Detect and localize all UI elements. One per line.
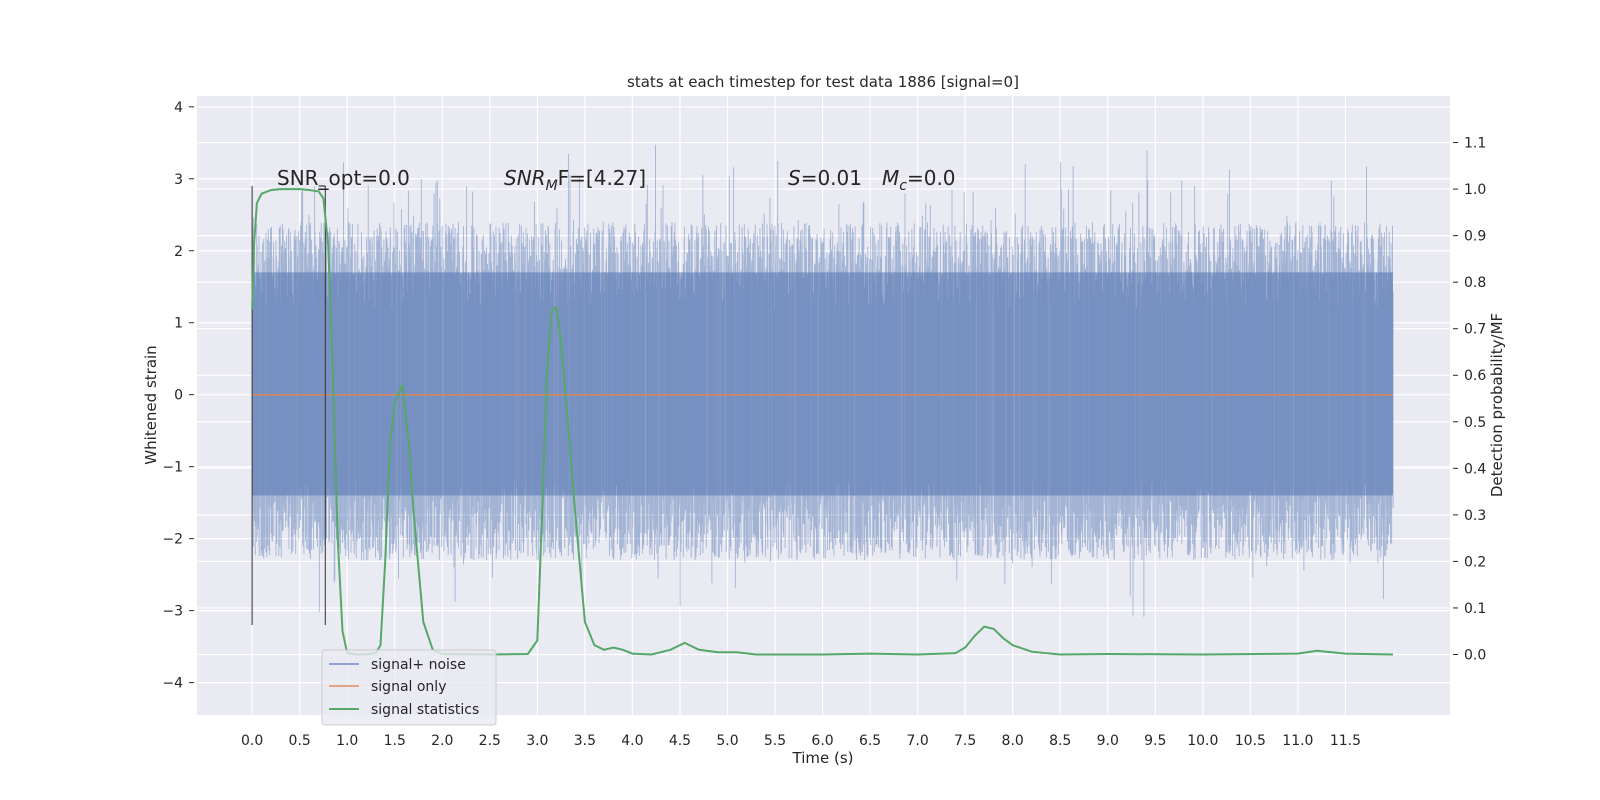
y-axis-label: Whitened strain: [142, 345, 160, 464]
signal-noise-series: [252, 144, 1394, 617]
x-tick-labels: 0.0 0.5 1.0 1.5 2.0 2.5 3.0 3.5 4.0 4.5 5.0 5.5 6.0 6…: [241, 733, 1361, 749]
x-tick-label: 2.5: [479, 733, 501, 749]
x-tick-label: 8.0: [1002, 733, 1024, 749]
x-tick-label: 6.5: [859, 733, 881, 749]
x-tick-label: 5.5: [764, 733, 786, 749]
x-tick-label: 11.0: [1282, 733, 1313, 749]
annotation-s: S=0.01: [788, 166, 862, 190]
legend-label-signal-noise: signal+ noise: [371, 657, 466, 673]
y-tick-label: 0: [174, 388, 183, 404]
x-tick-label: 4.0: [621, 733, 643, 749]
y-tick-label: 4: [174, 100, 183, 116]
legend-label-signal-statistics: signal statistics: [371, 702, 479, 718]
series-lines: [251, 185, 1394, 656]
x-tick-label: 4.5: [669, 733, 691, 749]
x-tick-label: 1.0: [336, 733, 358, 749]
y2-tick-label: 0.0: [1464, 647, 1486, 663]
x-tick-label: 7.5: [954, 733, 976, 749]
x-tick-label: 8.5: [1049, 733, 1071, 749]
x-tick-label: 0.0: [241, 733, 263, 749]
x-tick-label: 2.0: [431, 733, 453, 749]
x-tick-label: 9.0: [1097, 733, 1119, 749]
x-tick-label: 3.5: [574, 733, 596, 749]
y2-tick-label: 0.2: [1464, 554, 1486, 570]
y-tick-label: 3: [174, 172, 183, 188]
annotations: SNR_opt=0.0 SNRMF=[4.27] S=0.01 Mc=0.0: [277, 166, 956, 194]
noise-core-band: [252, 272, 1393, 496]
y2-tick-label: 0.1: [1464, 601, 1486, 617]
y2-axis-label: Detection probability/MF: [1488, 313, 1506, 497]
x-tick-label: 1.5: [384, 733, 406, 749]
x-tick-label: 6.0: [811, 733, 833, 749]
x-axis-label: Time (s): [792, 749, 854, 767]
noise-trace: [252, 144, 1394, 617]
annotation-snr-opt: SNR_opt=0.0: [277, 166, 410, 190]
x-tick-label: 7.0: [906, 733, 928, 749]
y2-tick-label: 0.4: [1464, 461, 1486, 477]
y-tick-label: −1: [162, 460, 183, 476]
y-tick-label: 1: [174, 316, 183, 332]
y2-tick-label: 0.5: [1464, 415, 1486, 431]
x-tick-label: 11.5: [1330, 733, 1361, 749]
annotation-snr-mf: SNRMF=[4.27]: [504, 166, 646, 194]
legend-box: [321, 649, 497, 726]
y2-tick-label: 1.0: [1464, 182, 1486, 198]
y2-tick-label: 0.3: [1464, 508, 1486, 524]
x-tick-label: 3.0: [526, 733, 548, 749]
y-tick-label: −2: [162, 532, 183, 548]
y2-tick-labels: 1.1 1.0 0.9 0.8 0.7 0.6 0.5 0.4 0.3 0.2 0.1 0.0: [1453, 136, 1486, 663]
x-tick-label: 9.5: [1144, 733, 1166, 749]
y2-tick-label: 0.9: [1464, 229, 1486, 245]
legend-label-signal-only: signal only: [371, 679, 446, 695]
y-tick-label: −4: [162, 676, 183, 692]
y2-tick-label: 0.7: [1464, 322, 1486, 338]
annotation-mc: Mc=0.0: [882, 166, 956, 194]
legend: signal+ noise signal only signal statist…: [321, 649, 497, 726]
x-tick-label: 10.0: [1187, 733, 1218, 749]
y2-tick-label: 0.8: [1464, 275, 1486, 291]
x-tick-label: 10.5: [1235, 733, 1266, 749]
x-tick-label: 0.5: [289, 733, 311, 749]
y2-tick-label: 0.6: [1464, 368, 1486, 384]
y-tick-label: 2: [174, 244, 183, 260]
signal-statistics-line: [251, 188, 1394, 656]
x-tick-label: 5.0: [716, 733, 738, 749]
y-tick-labels: 4 3 2 1 0 −1 −2 −3 −4: [162, 100, 194, 692]
y-tick-label: −3: [162, 604, 183, 620]
y2-tick-label: 1.1: [1464, 136, 1486, 152]
chart-title: stats at each timestep for test data 188…: [627, 73, 1019, 91]
